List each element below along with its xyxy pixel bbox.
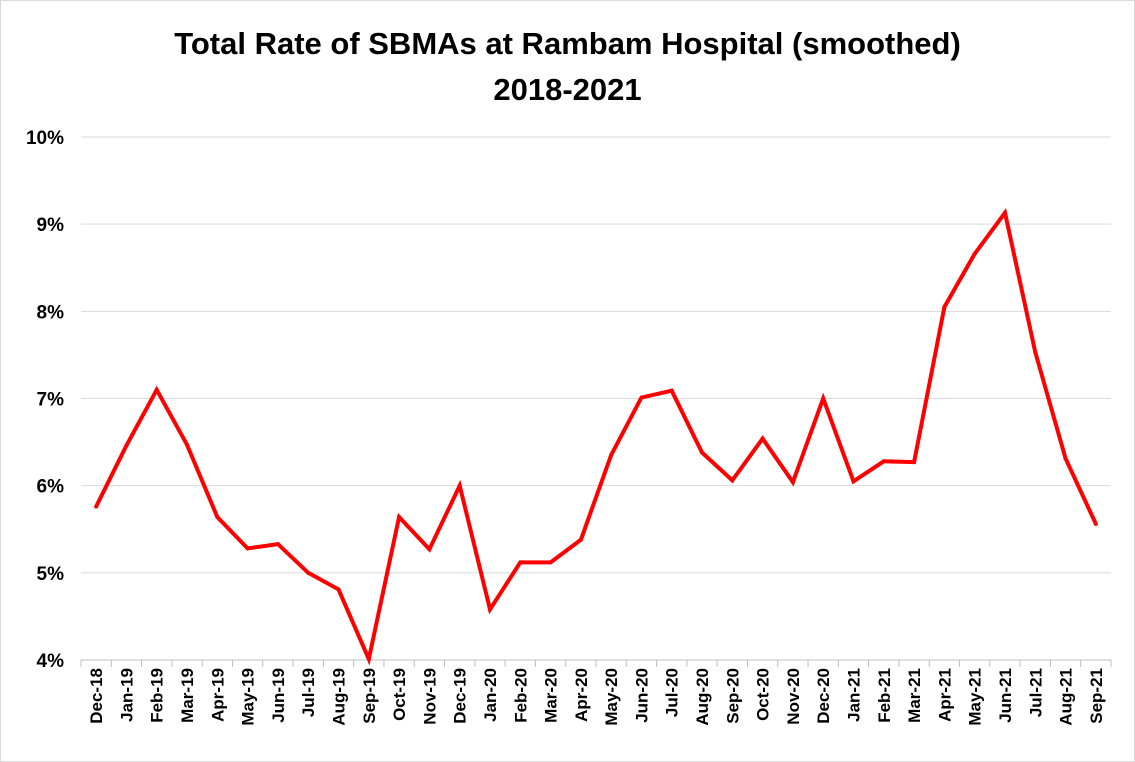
- x-tick-label: Jun-19: [269, 668, 288, 723]
- data-point: [790, 480, 795, 485]
- x-tick-label: Sep-19: [360, 668, 379, 724]
- data-point: [154, 387, 159, 392]
- data-point: [760, 436, 765, 441]
- data-point: [275, 542, 280, 547]
- x-tick-label: Jun-21: [996, 668, 1015, 723]
- x-axis-tick-labels: Dec-18 Jan-19 Feb-19 Mar-19 Apr-19 May-19 Jun-…: [87, 668, 1106, 726]
- data-point: [548, 560, 553, 565]
- data-point: [851, 479, 856, 484]
- x-tick-label: Jun-20: [632, 668, 651, 723]
- x-tick-label: Sep-21: [1087, 668, 1106, 724]
- chart-title: Total Rate of SBMAs at Rambam Hospital (…: [174, 26, 961, 61]
- x-tick-label: Oct-20: [754, 668, 773, 721]
- x-tick-label: May-19: [239, 668, 258, 726]
- x-tick-label: Oct-19: [390, 668, 409, 721]
- data-point: [669, 388, 674, 393]
- x-axis: [80, 659, 1112, 667]
- data-point: [1002, 210, 1007, 215]
- x-tick-label: Aug-19: [330, 668, 349, 726]
- x-tick-label: Mar-19: [178, 668, 197, 723]
- data-point: [366, 657, 371, 662]
- x-tick-label: Dec-19: [451, 668, 470, 724]
- x-tick-label: Jul-19: [299, 668, 318, 717]
- data-point: [1033, 350, 1038, 355]
- gridlines: [81, 136, 1111, 574]
- series-line: [94, 208, 1098, 666]
- x-tick-label: Mar-21: [905, 668, 924, 723]
- x-tick-label: Jan-19: [117, 668, 136, 722]
- y-tick-label: 7%: [37, 390, 65, 411]
- data-point: [518, 560, 523, 565]
- x-tick-label: Feb-19: [148, 668, 167, 723]
- data-point: [397, 515, 402, 520]
- y-tick-label: 5%: [37, 564, 65, 585]
- y-tick-label: 9%: [37, 215, 65, 236]
- data-point: [487, 607, 492, 612]
- x-tick-label: Nov-19: [420, 668, 439, 725]
- x-tick-label: May-20: [602, 668, 621, 726]
- x-tick-label: Jan-20: [481, 668, 500, 722]
- data-point: [427, 547, 432, 552]
- x-tick-label: Mar-20: [542, 668, 561, 723]
- y-tick-label: 10%: [26, 128, 64, 149]
- y-tick-label: 4%: [37, 651, 65, 672]
- x-tick-label: Dec-18: [87, 668, 106, 724]
- data-point: [124, 443, 129, 448]
- x-tick-label: Feb-21: [875, 668, 894, 723]
- data-point: [215, 515, 220, 520]
- data-point: [730, 478, 735, 483]
- x-tick-label: Aug-21: [1057, 668, 1076, 726]
- x-tick-label: Sep-20: [723, 668, 742, 724]
- x-tick-label: Jul-20: [663, 668, 682, 717]
- x-tick-label: May-21: [966, 668, 985, 726]
- data-point: [1063, 456, 1068, 461]
- x-tick-label: Apr-19: [208, 668, 227, 722]
- data-point: [94, 504, 99, 509]
- data-point: [306, 570, 311, 575]
- chart-subtitle: 2018-2021: [493, 72, 642, 107]
- data-point: [457, 483, 462, 488]
- data-point: [578, 537, 583, 542]
- data-point: [609, 453, 614, 458]
- y-axis-tick-labels: 4% 5% 6% 7% 8% 9% 10%: [26, 128, 64, 672]
- data-point: [821, 396, 826, 401]
- data-point: [881, 459, 886, 464]
- x-tick-label: Jan-21: [845, 668, 864, 722]
- data-point: [245, 546, 250, 551]
- x-tick-label: Dec-20: [814, 668, 833, 724]
- data-point: [639, 395, 644, 400]
- x-tick-label: Apr-21: [935, 668, 954, 722]
- data-point: [972, 251, 977, 256]
- y-tick-label: 8%: [37, 302, 65, 323]
- data-point: [700, 450, 705, 455]
- data-point: [942, 304, 947, 309]
- x-tick-label: Feb-20: [511, 668, 530, 723]
- data-point: [912, 460, 917, 465]
- series-group: [94, 208, 1098, 666]
- data-point: [1093, 522, 1098, 527]
- data-point: [336, 587, 341, 592]
- x-tick-label: Nov-20: [784, 668, 803, 725]
- y-tick-label: 6%: [37, 477, 65, 498]
- x-tick-label: Jul-21: [1026, 668, 1045, 717]
- data-point: [185, 442, 190, 447]
- x-tick-label: Apr-20: [572, 668, 591, 722]
- x-tick-label: Aug-20: [693, 668, 712, 726]
